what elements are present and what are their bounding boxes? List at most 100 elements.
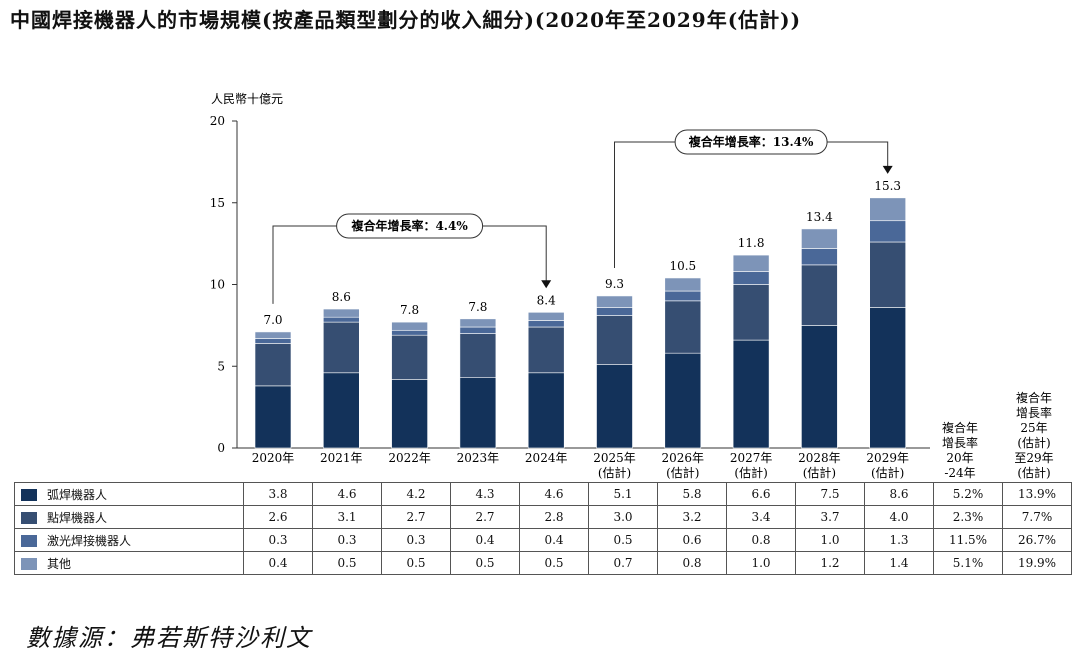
table-cell: 4.3 (450, 482, 520, 506)
bar-segment-4 (391, 321, 428, 331)
bar-segment-4 (801, 228, 838, 249)
bar-segment-2 (732, 284, 770, 341)
cagr-badge (674, 129, 828, 155)
y-tick-label: 20 (210, 114, 225, 128)
bar-segment-2 (801, 264, 838, 326)
table-cell: 4.6 (519, 482, 589, 506)
x-tick-label: (估計) (871, 465, 904, 480)
table-cell: 0.3 (243, 528, 313, 552)
table-cell: 0.5 (450, 551, 520, 575)
x-tick-label: (估計) (666, 465, 699, 480)
y-unit-label: 人民幣十億元 (211, 92, 283, 106)
cagr-column-header: (估計) (1017, 465, 1050, 480)
table-cell: 0.5 (312, 551, 382, 575)
x-tick-label: 2025年 (593, 451, 636, 465)
table-cell: 2.8 (519, 505, 589, 529)
bar-segment-2 (527, 326, 565, 374)
table-cell: 0.4 (519, 528, 589, 552)
cagr-connector (827, 141, 889, 167)
bar-segment-1 (322, 372, 360, 449)
bar-segment-2 (254, 343, 292, 387)
cagr-column-header: (估計) (1017, 435, 1050, 450)
series-name: 其他 (47, 556, 72, 571)
x-tick-label: (估計) (598, 465, 631, 480)
bar-segment-1 (527, 372, 565, 449)
cagr-cell: 26.7% (1002, 528, 1072, 552)
cagr-column-header: 增長率 (1016, 405, 1052, 420)
bar-segment-2 (322, 321, 360, 374)
series-name: 弧焊機器人 (47, 487, 108, 502)
table-cell: 2.7 (381, 505, 451, 529)
table-row: 點焊機器人 2.6 3.1 2.7 2.7 2.8 3.0 3.2 3.4 3.7 4.0 2.3% 7… (14, 505, 1072, 529)
cagr-cell: 19.9% (1002, 551, 1072, 575)
table-cell: 0.4 (450, 528, 520, 552)
bar-total-label: 7.8 (400, 303, 419, 317)
y-tick-label: 0 (217, 441, 225, 455)
bar-segment-3 (391, 329, 428, 336)
table-cell: 0.8 (726, 528, 796, 552)
bar-segment-1 (254, 385, 292, 449)
series-name: 點焊機器人 (47, 510, 108, 525)
row-label: 其他 (14, 551, 244, 575)
stacked-bar-chart: 人民幣十億元 0 5 10 15 20 7.0 2020年 8.6 2021年 7.8 2022年 7.… (210, 92, 1054, 480)
table-cell: 1.3 (864, 528, 934, 552)
table-cell: 0.7 (588, 551, 658, 575)
bar-segment-1 (391, 379, 428, 449)
table-cell: 1.0 (795, 528, 865, 552)
cagr-arrow (882, 165, 893, 174)
x-tick-label: 2020年 (252, 451, 295, 465)
bar-segment-4 (732, 254, 770, 272)
table-cell: 4.2 (381, 482, 451, 506)
cagr-column-header: 增長率 (942, 435, 978, 450)
cagr-column-header: 複合年 (942, 420, 978, 435)
table-cell: 0.3 (312, 528, 382, 552)
bar-total-label: 15.3 (874, 179, 901, 193)
chart-title: 中國焊接機器人的市場規模(按產品類型劃分的收入細分)(2020年至2029年(估… (10, 8, 802, 32)
cagr-connector (614, 141, 676, 268)
table-cell: 2.6 (243, 505, 313, 529)
cagr-cell: 5.1% (933, 551, 1003, 575)
table-cell: 5.8 (657, 482, 727, 506)
bar-total-label: 8.4 (537, 293, 556, 307)
table-cell: 3.8 (243, 482, 313, 506)
bar-segment-1 (732, 339, 770, 449)
bar-segment-3 (527, 320, 565, 328)
bar-total-label: 9.3 (605, 277, 624, 291)
x-tick-label: 2022年 (388, 451, 431, 465)
bar-segment-4 (527, 311, 565, 321)
table-cell: 3.0 (588, 505, 658, 529)
cagr-cell: 7.7% (1002, 505, 1072, 529)
cagr-connector (482, 225, 547, 282)
bar-segment-2 (664, 300, 702, 354)
bar-segment-4 (459, 318, 497, 328)
table-cell: 0.5 (381, 551, 451, 575)
cagr-column-header: 20年 (946, 451, 973, 465)
table-cell: 3.4 (726, 505, 796, 529)
cagr-column-header: 25年 (1020, 421, 1047, 435)
bar-segment-2 (459, 333, 497, 378)
table-cell: 0.6 (657, 528, 727, 552)
table-cell: 0.5 (519, 551, 589, 575)
x-tick-label: 2024年 (525, 451, 568, 465)
row-label: 點焊機器人 (14, 505, 244, 529)
bar-total-label: 8.6 (332, 290, 351, 304)
table-cell: 1.0 (726, 551, 796, 575)
row-label: 弧焊機器人 (14, 482, 244, 506)
legend-swatch (21, 558, 37, 570)
cagr-arrow (541, 280, 552, 289)
cagr-cell: 13.9% (1002, 482, 1072, 506)
y-tick-label: 10 (210, 278, 225, 292)
bar-segment-1 (664, 352, 702, 449)
bar-total-label: 7.0 (263, 313, 282, 327)
cagr-cell: 11.5% (933, 528, 1003, 552)
cagr-column-header: -24年 (944, 466, 975, 480)
bar-segment-4 (664, 277, 702, 292)
table-cell: 0.8 (657, 551, 727, 575)
bar-segment-1 (459, 377, 497, 449)
bar-segment-2 (596, 315, 633, 365)
table-cell: 4.0 (864, 505, 934, 529)
x-tick-label: 2027年 (730, 451, 773, 465)
cagr-badge-label: 複合年增長率：4.4% (350, 218, 468, 233)
bar-segment-4 (322, 308, 360, 318)
table-row: 弧焊機器人 3.8 4.6 4.2 4.3 4.6 5.1 5.8 6.6 7.5 8.6 5.2% 1… (14, 482, 1072, 506)
